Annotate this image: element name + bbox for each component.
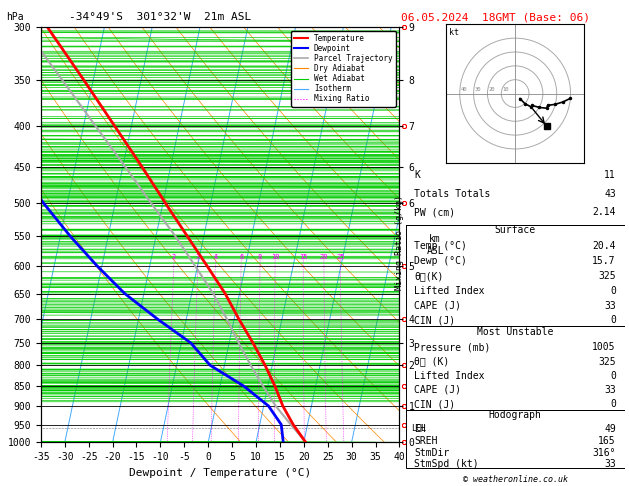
Text: Most Unstable: Most Unstable [477,327,554,337]
Text: 15: 15 [299,254,308,260]
Text: PW (cm): PW (cm) [415,207,455,217]
Text: CIN (J): CIN (J) [415,399,455,409]
Text: 25: 25 [336,254,345,260]
Text: 20: 20 [320,254,328,260]
Text: -34°49'S  301°32'W  21m ASL: -34°49'S 301°32'W 21m ASL [69,12,252,22]
Text: 33: 33 [604,300,616,311]
Text: 30: 30 [475,87,481,92]
Text: 33: 33 [604,459,616,469]
Text: CAPE (J): CAPE (J) [415,385,462,395]
Text: 06.05.2024  18GMT (Base: 06): 06.05.2024 18GMT (Base: 06) [401,12,589,22]
X-axis label: Dewpoint / Temperature (°C): Dewpoint / Temperature (°C) [129,468,311,478]
Text: 2: 2 [172,254,176,260]
Text: 10: 10 [271,254,279,260]
Text: θᴄ(K): θᴄ(K) [415,271,444,281]
Text: 8: 8 [258,254,262,260]
Text: StmSpd (kt): StmSpd (kt) [415,459,479,469]
Text: 0: 0 [610,286,616,295]
Text: K: K [415,170,420,180]
Text: 3: 3 [196,254,200,260]
Text: 20.4: 20.4 [593,241,616,251]
Text: 6: 6 [239,254,243,260]
Text: hPa: hPa [6,12,24,22]
Text: Temp (°C): Temp (°C) [415,241,467,251]
Text: SREH: SREH [415,436,438,446]
Text: CIN (J): CIN (J) [415,315,455,326]
Text: Lifted Index: Lifted Index [415,286,485,295]
Text: kt: kt [448,29,459,37]
Y-axis label: hPa: hPa [0,225,2,244]
Bar [406,327,625,410]
Text: θᴄ (K): θᴄ (K) [415,357,450,366]
Text: 0: 0 [610,399,616,409]
Legend: Temperature, Dewpoint, Parcel Trajectory, Dry Adiabat, Wet Adiabat, Isotherm, Mi: Temperature, Dewpoint, Parcel Trajectory… [291,31,396,106]
Text: 325: 325 [598,357,616,366]
Text: 40: 40 [461,87,467,92]
Text: Totals Totals: Totals Totals [415,189,491,199]
Text: 10: 10 [503,87,509,92]
Text: 0: 0 [610,315,616,326]
Bar [406,410,625,469]
Text: StmDir: StmDir [415,448,450,457]
Text: 33: 33 [604,385,616,395]
Y-axis label: km
ASL: km ASL [426,235,444,256]
Text: 4: 4 [213,254,218,260]
Text: 325: 325 [598,271,616,281]
Text: LCL: LCL [411,424,426,433]
Bar [406,225,625,327]
Text: Lifted Index: Lifted Index [415,371,485,381]
Text: Mixing Ratio (g/kg): Mixing Ratio (g/kg) [395,195,404,291]
Text: 1005: 1005 [593,342,616,352]
Text: 49: 49 [604,424,616,434]
Text: 0: 0 [610,371,616,381]
Text: 2.14: 2.14 [593,207,616,217]
Text: 15.7: 15.7 [593,256,616,266]
Text: 316°: 316° [593,448,616,457]
Text: Hodograph: Hodograph [489,410,542,420]
Text: EH: EH [415,424,426,434]
Text: CAPE (J): CAPE (J) [415,300,462,311]
Text: 165: 165 [598,436,616,446]
Text: Dewp (°C): Dewp (°C) [415,256,467,266]
Text: Pressure (mb): Pressure (mb) [415,342,491,352]
Text: 20: 20 [489,87,495,92]
Text: 43: 43 [604,189,616,199]
Text: Surface: Surface [494,225,536,235]
Text: © weatheronline.co.uk: © weatheronline.co.uk [464,474,568,484]
Text: 11: 11 [604,170,616,180]
